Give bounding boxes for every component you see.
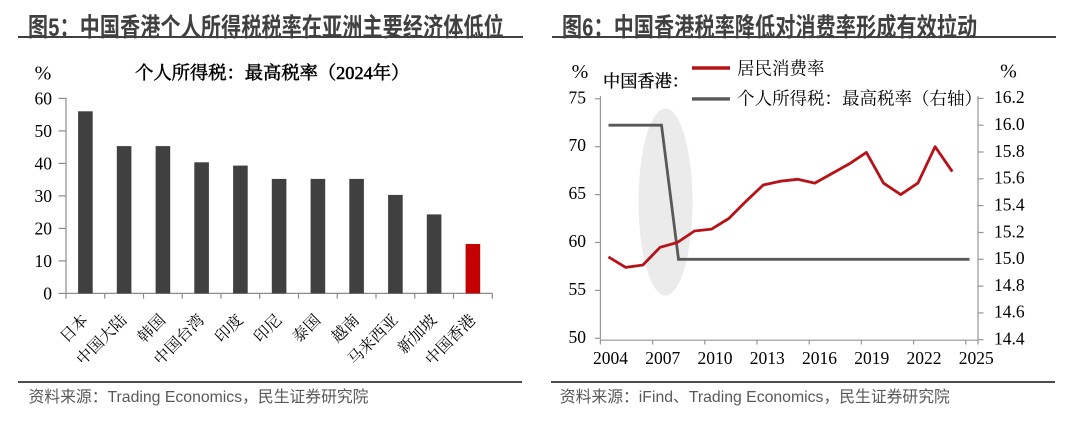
svg-text:15.6: 15.6 — [994, 168, 1025, 188]
svg-text:14.4: 14.4 — [994, 329, 1025, 349]
svg-text:15.4: 15.4 — [994, 194, 1025, 214]
svg-text:越南: 越南 — [328, 311, 363, 346]
svg-text:60: 60 — [569, 231, 587, 251]
svg-text:2019: 2019 — [854, 348, 889, 368]
svg-text:%: % — [572, 61, 589, 83]
svg-text:2010: 2010 — [698, 348, 733, 368]
svg-text:14.8: 14.8 — [994, 275, 1025, 295]
svg-text:16.2: 16.2 — [994, 87, 1025, 107]
svg-text:10: 10 — [35, 251, 53, 271]
svg-text:15.8: 15.8 — [994, 141, 1025, 161]
svg-text:2004: 2004 — [593, 348, 628, 368]
svg-text:20: 20 — [35, 218, 53, 238]
svg-text:2013: 2013 — [750, 348, 785, 368]
svg-text:16.0: 16.0 — [994, 114, 1025, 134]
svg-text:55: 55 — [569, 279, 587, 299]
svg-text:中国香港：: 中国香港： — [603, 72, 689, 91]
svg-text:印尼: 印尼 — [250, 311, 285, 346]
svg-text:泰国: 泰国 — [289, 311, 324, 346]
svg-text:15.2: 15.2 — [994, 221, 1025, 241]
svg-text:50: 50 — [569, 327, 587, 347]
svg-text:60: 60 — [35, 88, 53, 108]
svg-text:15.0: 15.0 — [994, 248, 1025, 268]
svg-text:韩国: 韩国 — [134, 311, 169, 346]
svg-text:70: 70 — [569, 135, 587, 155]
svg-text:40: 40 — [35, 153, 53, 173]
svg-text:印度: 印度 — [212, 311, 247, 346]
svg-text:65: 65 — [569, 183, 587, 203]
svg-text:30: 30 — [35, 186, 53, 206]
svg-text:75: 75 — [569, 87, 587, 107]
svg-text:%: % — [35, 62, 52, 84]
svg-text:%: % — [1000, 61, 1017, 83]
svg-text:2016: 2016 — [802, 348, 837, 368]
svg-text:日本: 日本 — [57, 311, 92, 346]
svg-text:居民消费率: 居民消费率 — [737, 58, 825, 78]
svg-text:14.6: 14.6 — [994, 302, 1025, 322]
svg-text:2007: 2007 — [645, 348, 680, 368]
svg-text:个人所得税：最高税率（右轴）: 个人所得税：最高税率（右轴） — [737, 88, 982, 108]
svg-text:0: 0 — [43, 283, 52, 303]
svg-text:2025: 2025 — [959, 348, 994, 368]
svg-text:个人所得税：最高税率（2024年）: 个人所得税：最高税率（2024年） — [135, 62, 409, 83]
svg-text:2022: 2022 — [907, 348, 942, 368]
svg-text:50: 50 — [35, 121, 53, 141]
